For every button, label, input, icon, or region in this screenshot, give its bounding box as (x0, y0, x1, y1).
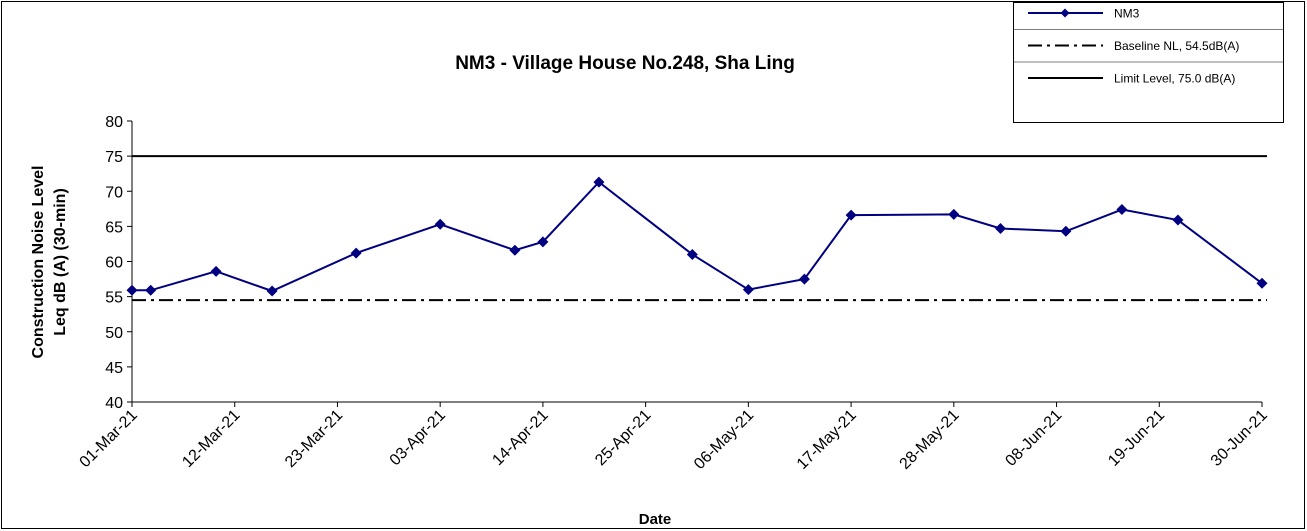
data-point (126, 284, 138, 296)
data-point (995, 222, 1007, 234)
data-point (798, 273, 810, 285)
data-point (1256, 277, 1268, 289)
legend-box (1013, 2, 1284, 123)
data-point (537, 236, 549, 248)
data-point (845, 209, 857, 221)
data-point (593, 176, 605, 188)
data-point (686, 248, 698, 260)
data-point (266, 285, 278, 297)
chart-title: NM3 - Village House No.248, Sha Ling (455, 53, 795, 74)
y-tick-label: 50 (105, 325, 123, 342)
y-tick-label: 75 (105, 149, 123, 166)
x-axis-label: Date (639, 511, 672, 528)
y-tick-label: 40 (105, 395, 123, 412)
y-axis-label: Leq dB (A) (30-min) (52, 188, 69, 336)
legend-label: Limit Level, 75.0 dB(A) (1114, 72, 1235, 86)
legend-label: NM3 (1114, 7, 1140, 21)
y-tick-label: 45 (105, 360, 123, 377)
legend-label: Baseline NL, 54.5dB(A) (1114, 39, 1239, 53)
y-tick-label: 55 (105, 290, 123, 307)
y-tick-label: 60 (105, 255, 123, 272)
y-tick-label: 80 (105, 114, 123, 131)
data-point (742, 284, 754, 296)
y-axis-label: Construction Noise Level (30, 166, 47, 359)
data-point (948, 208, 960, 220)
data-point (434, 218, 446, 230)
legend-marker (1060, 8, 1070, 18)
y-tick-label: 70 (105, 184, 123, 201)
data-point (1172, 214, 1184, 226)
data-point (350, 247, 362, 259)
data-point (1060, 225, 1072, 237)
data-point (1116, 204, 1128, 216)
data-point (145, 284, 157, 296)
y-tick-label: 65 (105, 219, 123, 236)
data-point (210, 265, 222, 277)
data-point (509, 244, 521, 256)
